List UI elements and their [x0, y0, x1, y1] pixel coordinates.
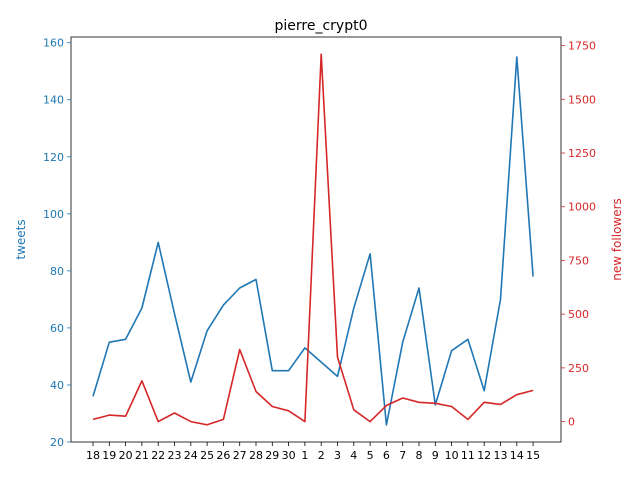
left-y-axis: 20 40 60 80 100 120 140 160 [43, 37, 71, 449]
x-tick-label: 12 [477, 449, 491, 462]
x-tick-label: 28 [249, 449, 263, 462]
y-right-tick-label: 1500 [568, 93, 596, 106]
x-tick-label: 19 [102, 449, 116, 462]
y-right-tick-label: 1750 [568, 40, 596, 53]
y-left-tick-label: 60 [50, 322, 64, 335]
x-tick-label: 14 [510, 449, 524, 462]
x-tick-label: 9 [432, 449, 439, 462]
x-tick-label: 11 [461, 449, 475, 462]
x-tick-label: 7 [399, 449, 406, 462]
plot-area [70, 36, 562, 443]
plot-frame [70, 36, 562, 443]
y-left-tick-label: 40 [50, 379, 64, 392]
x-tick-label: 26 [216, 449, 230, 462]
x-tick-label: 13 [494, 449, 508, 462]
x-tick-label: 6 [383, 449, 390, 462]
x-tick-label: 23 [168, 449, 182, 462]
x-tick-label: 1 [301, 449, 308, 462]
chart-title: pierre_crypt0 [275, 18, 368, 34]
x-tick-label: 29 [265, 449, 279, 462]
y-axis-right-label: new followers [610, 198, 624, 281]
x-tick-label: 22 [151, 449, 165, 462]
series-line-new-followers [92, 53, 534, 426]
y-left-tick-label: 160 [43, 37, 64, 50]
y-left-tick-label: 140 [43, 94, 64, 107]
x-axis: 18 19 20 21 22 23 24 25 26 27 28 29 30 1 2 3 4 5 6 7 8 9 10 11 1… [86, 442, 540, 462]
y-right-tick-label: 0 [568, 416, 575, 429]
right-y-axis: 0 250 500 750 1000 1250 1500 1750 [561, 40, 596, 429]
y-axis-left-label: tweets [14, 219, 28, 259]
x-tick-label: 27 [233, 449, 247, 462]
y-right-tick-label: 750 [568, 254, 589, 267]
x-tick-label: 24 [184, 449, 198, 462]
y-right-tick-label: 500 [568, 308, 589, 321]
x-tick-label: 25 [200, 449, 214, 462]
y-right-tick-label: 1250 [568, 147, 596, 160]
x-tick-label: 30 [282, 449, 296, 462]
y-left-tick-label: 20 [50, 436, 64, 449]
y-left-tick-label: 100 [43, 208, 64, 221]
x-tick-label: 5 [367, 449, 374, 462]
y-left-tick-label: 80 [50, 265, 64, 278]
x-tick-label: 20 [119, 449, 133, 462]
x-tick-label: 3 [334, 449, 341, 462]
x-tick-label: 2 [318, 449, 325, 462]
x-tick-label: 10 [445, 449, 459, 462]
x-tick-label: 18 [86, 449, 100, 462]
y-right-tick-label: 1000 [568, 201, 596, 214]
y-left-tick-label: 120 [43, 151, 64, 164]
x-tick-label: 15 [526, 449, 540, 462]
series-line-tweets [92, 56, 534, 426]
x-tick-label: 8 [416, 449, 423, 462]
x-tick-label: 4 [350, 449, 357, 462]
y-right-tick-label: 250 [568, 362, 589, 375]
x-tick-label: 21 [135, 449, 149, 462]
